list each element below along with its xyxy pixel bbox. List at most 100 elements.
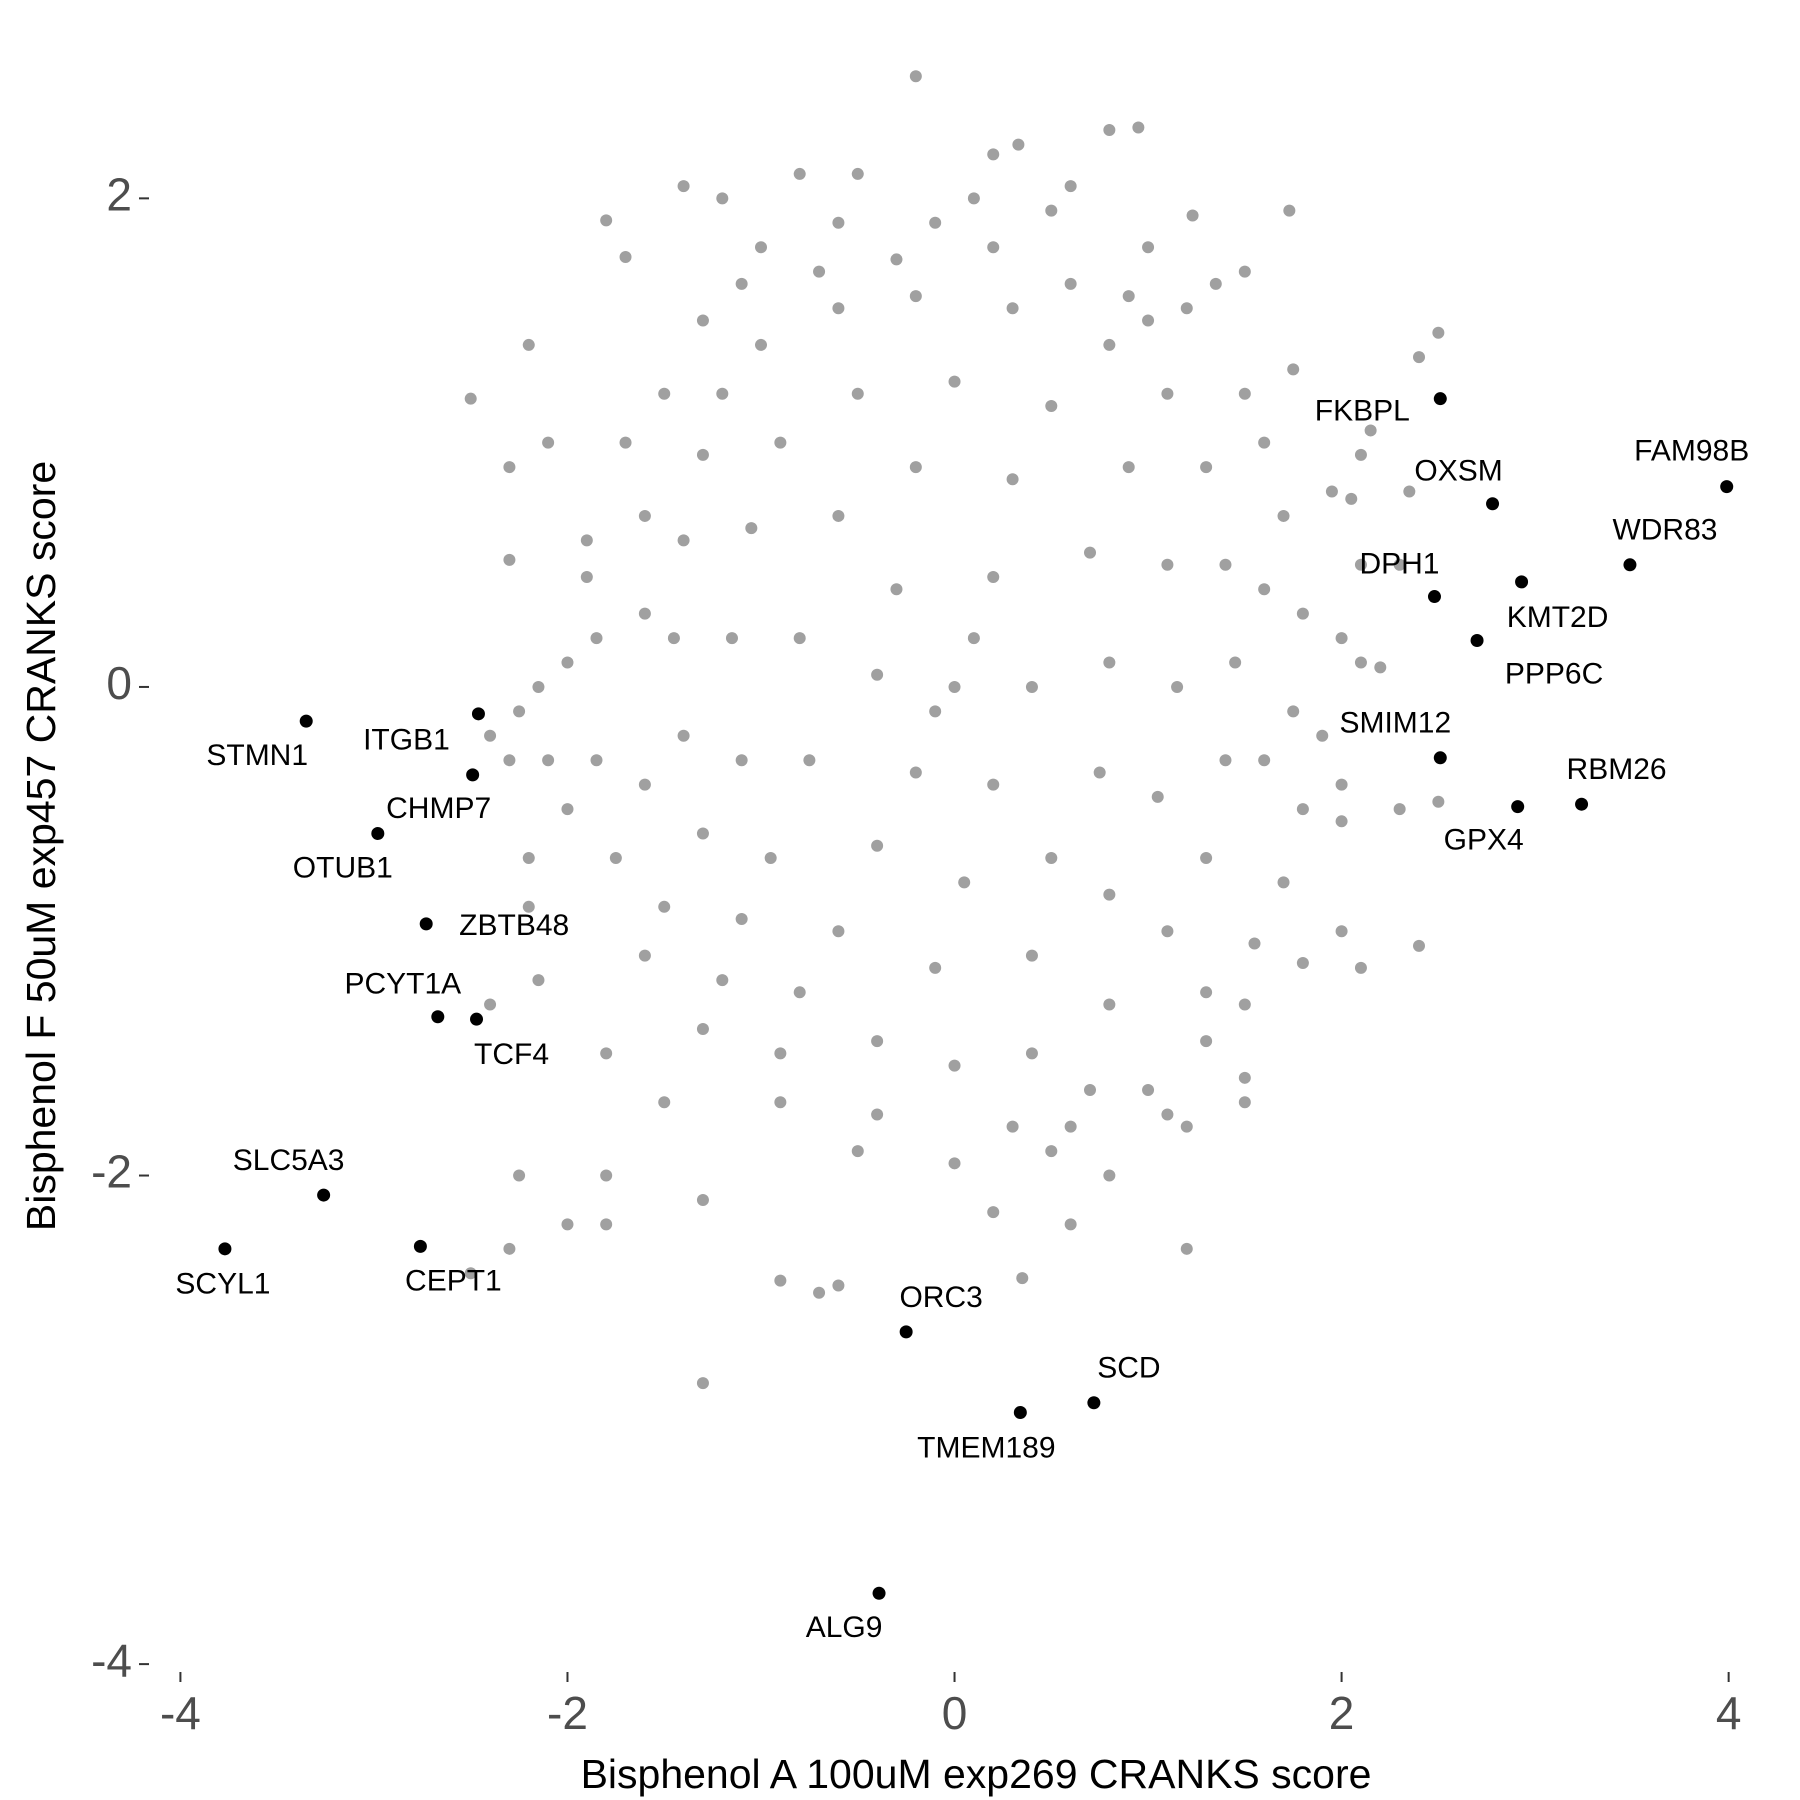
- x-tick-label: -4: [160, 1687, 201, 1739]
- point: [1296, 803, 1309, 816]
- point: [735, 754, 748, 767]
- point: [851, 1145, 864, 1158]
- point: [1045, 1145, 1058, 1158]
- point: [503, 553, 516, 566]
- point: [503, 754, 516, 767]
- point: [987, 1206, 1000, 1219]
- point: [1413, 351, 1426, 364]
- highlight-point: [1087, 1396, 1101, 1410]
- point: [1219, 754, 1232, 767]
- point: [948, 680, 961, 693]
- point: [1200, 461, 1213, 474]
- point: [890, 253, 903, 266]
- point: [755, 338, 768, 351]
- point: [1238, 998, 1251, 1011]
- highlight-point: [1515, 575, 1529, 589]
- point: [1354, 656, 1367, 669]
- point: [1103, 998, 1116, 1011]
- point: [1064, 180, 1077, 193]
- point: [1200, 986, 1213, 999]
- highlight-point: [872, 1586, 886, 1600]
- point: [1238, 1096, 1251, 1109]
- point: [1335, 925, 1348, 938]
- point: [987, 778, 1000, 791]
- point: [1393, 803, 1406, 816]
- point: [871, 839, 884, 852]
- point: [1403, 485, 1416, 498]
- point: [658, 1096, 671, 1109]
- point: [1335, 815, 1348, 828]
- point: [677, 729, 690, 742]
- point: [1142, 1084, 1155, 1097]
- y-tick-label: 0: [106, 657, 132, 709]
- highlight-point: [431, 1010, 445, 1024]
- point: [1393, 558, 1406, 571]
- point: [1258, 436, 1271, 449]
- point: [1142, 314, 1155, 327]
- point: [484, 729, 497, 742]
- point: [716, 192, 729, 205]
- point: [1325, 485, 1338, 498]
- point: [1354, 448, 1367, 461]
- point: [1006, 302, 1019, 315]
- point: [600, 1218, 613, 1231]
- point: [1283, 204, 1296, 217]
- point-label: DPH1: [1359, 547, 1439, 580]
- point-label: CEPT1: [405, 1264, 502, 1297]
- point: [774, 1047, 787, 1060]
- point: [667, 632, 680, 645]
- point: [1296, 956, 1309, 969]
- point: [503, 1242, 516, 1255]
- point: [638, 509, 651, 522]
- point: [774, 1096, 787, 1109]
- point: [716, 387, 729, 400]
- point: [561, 1218, 574, 1231]
- point: [948, 1157, 961, 1170]
- point: [1374, 661, 1387, 674]
- point: [1103, 123, 1116, 136]
- point: [1238, 387, 1251, 400]
- point: [909, 290, 922, 303]
- point: [1258, 754, 1271, 767]
- point: [1103, 656, 1116, 669]
- point: [464, 392, 477, 405]
- highlight-point: [317, 1188, 331, 1202]
- point: [1277, 509, 1290, 522]
- point: [1238, 1071, 1251, 1084]
- highlight-point: [470, 1012, 484, 1026]
- point: [755, 241, 768, 254]
- point: [1064, 1120, 1077, 1133]
- point: [1296, 607, 1309, 620]
- point: [909, 461, 922, 474]
- point: [1354, 558, 1367, 571]
- highlight-point: [218, 1242, 232, 1256]
- y-tick-label: -2: [91, 1146, 132, 1198]
- x-axis-title: Bisphenol A 100uM exp269 CRANKS score: [581, 1751, 1372, 1797]
- point: [1006, 1120, 1019, 1133]
- point: [871, 1108, 884, 1121]
- point: [987, 571, 1000, 584]
- point: [1200, 851, 1213, 864]
- point-label: SCYL1: [175, 1268, 270, 1301]
- point: [958, 876, 971, 889]
- point: [745, 522, 758, 535]
- point: [1277, 876, 1290, 889]
- highlight-point: [1470, 634, 1484, 648]
- point-label: TCF4: [474, 1038, 549, 1071]
- point: [696, 827, 709, 840]
- point-label: ALG9: [806, 1611, 883, 1644]
- point: [1161, 925, 1174, 938]
- point: [1287, 705, 1300, 718]
- highlight-point: [1511, 800, 1525, 814]
- point: [542, 436, 555, 449]
- point: [793, 632, 806, 645]
- point: [929, 961, 942, 974]
- point: [1132, 121, 1145, 134]
- point: [764, 851, 777, 864]
- point: [1142, 241, 1155, 254]
- point: [1219, 558, 1232, 571]
- point: [735, 913, 748, 926]
- highlight-point: [1013, 1405, 1027, 1419]
- point-label: OTUB1: [293, 851, 393, 884]
